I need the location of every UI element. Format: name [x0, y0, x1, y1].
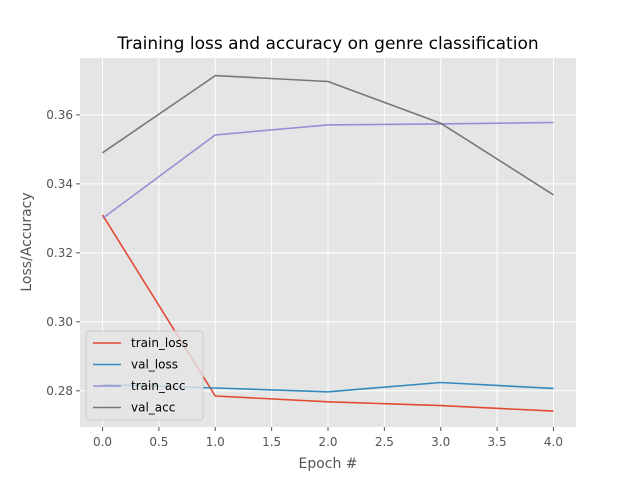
y-tick-label: 0.36 [46, 108, 73, 122]
y-tick-label: 0.30 [46, 315, 73, 329]
x-tick-label: 0.0 [93, 435, 112, 449]
y-tick-label: 0.28 [46, 384, 73, 398]
x-tick-label: 2.5 [375, 435, 394, 449]
series-line-train-acc [102, 121, 554, 220]
y-axis-label: Loss/Accuracy [19, 192, 35, 291]
x-ticks: 0.0 0.5 1.0 1.5 2.0 2.5 3.0 3.5 4.0 [93, 427, 563, 449]
x-tick-label: 1.0 [206, 435, 225, 449]
x-tick-label: 4.0 [544, 435, 563, 449]
x-tick-label: 2.0 [318, 435, 337, 449]
x-axis-label: Epoch # [298, 456, 357, 472]
grid [80, 58, 576, 427]
legend-label: val_acc [131, 401, 175, 415]
x-tick-label: 3.0 [431, 435, 450, 449]
series-line-val-acc [102, 74, 554, 196]
x-tick-label: 1.5 [262, 435, 281, 449]
legend-label: train_loss [131, 336, 188, 350]
chart-title: Training loss and accuracy on genre clas… [116, 34, 538, 54]
x-tick-label: 3.5 [488, 435, 507, 449]
legend-box [85, 330, 204, 421]
legend: train_loss val_loss train_acc val_acc [85, 330, 204, 421]
x-tick-label: 0.5 [149, 435, 168, 449]
y-tick-label: 0.34 [46, 177, 73, 191]
legend-label: train_acc [131, 379, 185, 393]
y-ticks: 0.28 0.30 0.32 0.34 0.36 [46, 108, 80, 398]
legend-label: val_loss [131, 358, 178, 372]
y-tick-label: 0.32 [46, 246, 73, 260]
